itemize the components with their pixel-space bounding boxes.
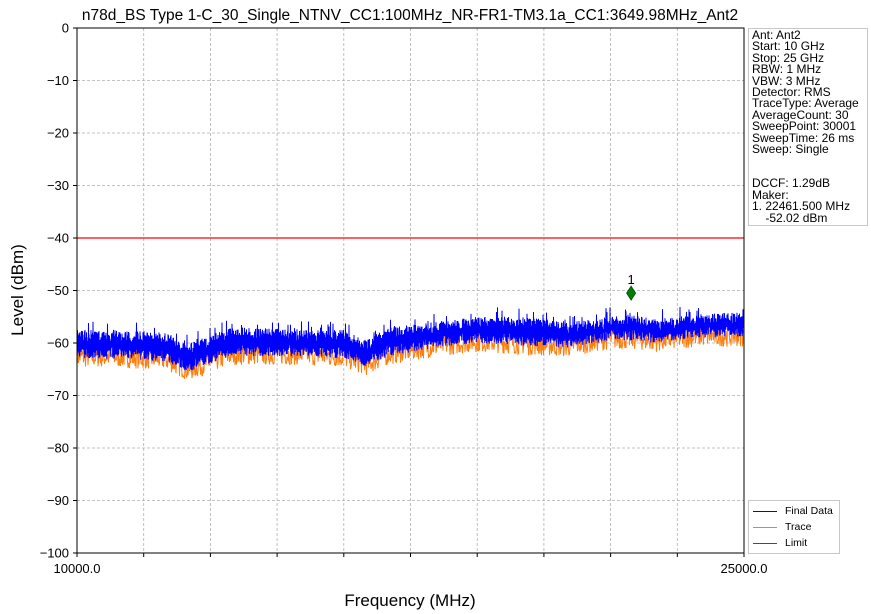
x-axis-ticks: 10000.0 25000.0	[54, 553, 768, 576]
info-line: Sweep: Single	[752, 142, 829, 157]
info-line: VBW: 3 MHz	[752, 73, 821, 88]
measurement-info-panel: Ant: Ant2 Start: 10 GHz Stop: 25 GHz RBW: 1…	[748, 28, 868, 226]
dccf-text: DCCF: 1.29dB	[752, 176, 831, 191]
y-tick-label: −50	[47, 283, 69, 298]
legend-label-limit: Limit	[785, 537, 808, 549]
info-line: Start: 10 GHz	[752, 39, 825, 54]
info-line: SweepTime: 26 ms	[752, 130, 855, 145]
plot-area-frame	[76, 27, 745, 554]
marker-1-diamond	[626, 285, 637, 301]
legend-item-limit: Limit	[753, 536, 807, 550]
series-final-data-line	[76, 306, 745, 371]
series-layer: 1	[76, 237, 745, 379]
info-line: AverageCount: 30	[752, 107, 849, 122]
grid	[77, 28, 744, 553]
x-tick-label: 10000.0	[54, 561, 101, 576]
maker-title: Maker:	[752, 187, 789, 202]
y-tick-label: −90	[47, 493, 69, 508]
y-axis-label: Level (dBm)	[8, 244, 27, 336]
y-axis-ticks: 0 −10 −20 −30 −40 −50 −60 −70 −80 −90 −100	[40, 21, 77, 561]
x-tick-label: 25000.0	[721, 561, 768, 576]
info-line: SweepPoint: 30001	[752, 119, 857, 134]
info-line: RBW: 1 MHz	[752, 62, 822, 77]
info-line: Detector: RMS	[752, 85, 831, 100]
y-tick-label: −20	[47, 126, 69, 141]
legend-swatch-final-data	[753, 510, 777, 512]
chart-title: n78d_BS Type 1-C_30_Single_NTNV_CC1:100M…	[82, 7, 738, 24]
marker-1-label: 1	[628, 272, 635, 287]
y-tick-label: −100	[40, 546, 69, 561]
info-line: Stop: 25 GHz	[752, 50, 825, 65]
legend-item-final-data: Final Data	[753, 504, 833, 518]
maker-frequency: 1. 22461.500 MHz	[752, 199, 851, 214]
maker-level: -52.02 dBm	[752, 210, 828, 225]
info-line: Ant: Ant2	[752, 28, 801, 42]
y-tick-label: −70	[47, 388, 69, 403]
y-tick-label: 0	[62, 21, 69, 36]
y-tick-label: −10	[47, 73, 69, 88]
legend-label-final-data: Final Data	[785, 505, 833, 517]
y-tick-label: −40	[47, 231, 69, 246]
chart-legend: Final Data Trace Limit	[748, 500, 840, 554]
x-axis-label: Frequency (MHz)	[344, 591, 475, 610]
info-line: TraceType: Average	[752, 96, 859, 111]
y-tick-label: −30	[47, 178, 69, 193]
legend-item-trace: Trace	[753, 520, 811, 534]
y-tick-label: −60	[47, 336, 69, 351]
legend-label-trace: Trace	[785, 521, 812, 533]
legend-swatch-trace	[753, 526, 777, 528]
y-tick-label: −80	[47, 441, 69, 456]
legend-swatch-limit	[753, 542, 777, 544]
info-settings-list: Ant: Ant2 Start: 10 GHz Stop: 25 GHz RBW: 1…	[752, 28, 864, 157]
